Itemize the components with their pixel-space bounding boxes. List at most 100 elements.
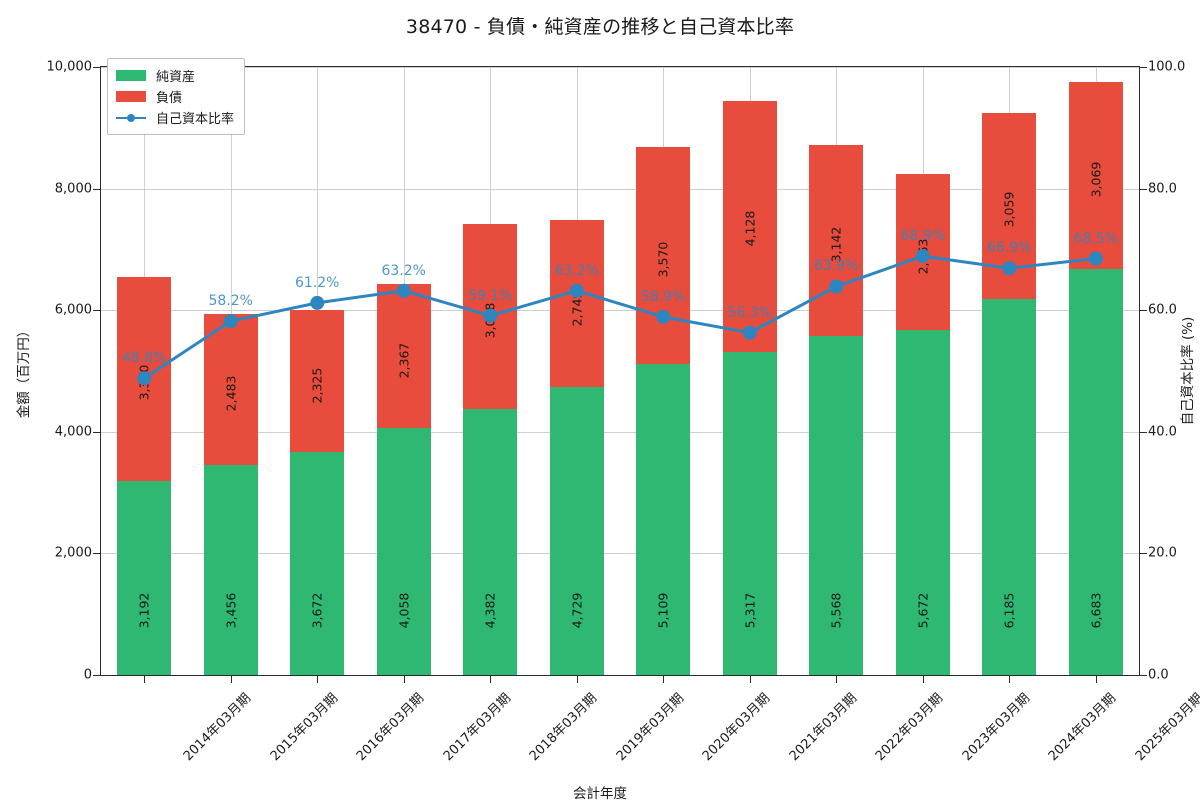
bar-segment-equity[interactable] xyxy=(549,387,604,675)
ratio-value-label: 68.5% xyxy=(1073,230,1118,247)
x-axis-tick-label: 2019年03月期 xyxy=(613,690,687,765)
x-axis-tick-mark xyxy=(577,676,578,683)
ratio-line-marker[interactable] xyxy=(396,283,411,298)
bar-segment-debt[interactable] xyxy=(203,313,258,465)
bar-group[interactable]: 3,456 2,483 xyxy=(203,67,258,675)
bar-segment-equity[interactable] xyxy=(376,428,431,675)
y-axis-left-tick-mark xyxy=(93,431,100,433)
ratio-line-marker[interactable] xyxy=(915,249,930,264)
y-axis-right-tick-mark xyxy=(1140,675,1147,676)
y-axis-right-tick-label: 60.0 xyxy=(1148,302,1177,318)
x-axis-tick-mark xyxy=(144,676,145,683)
bar-segment-debt[interactable] xyxy=(722,100,777,352)
x-axis-tick-mark xyxy=(1009,676,1010,683)
x-axis-tick-mark xyxy=(923,676,924,683)
x-axis-tick-mark xyxy=(1096,676,1097,683)
ratio-value-label: 63.9% xyxy=(814,258,859,275)
y-axis-right-tick-mark xyxy=(1140,67,1147,68)
y-axis-right-tick-label: 80.0 xyxy=(1148,181,1177,197)
bar-segment-debt[interactable] xyxy=(549,220,604,388)
bar-segment-debt[interactable] xyxy=(290,310,345,452)
ratio-value-label: 56.3% xyxy=(727,304,772,321)
bar-segment-equity[interactable] xyxy=(982,298,1037,675)
ratio-line-marker[interactable] xyxy=(310,295,325,310)
ratio-line-marker[interactable] xyxy=(742,325,757,340)
x-axis-tick-label: 2023年03月期 xyxy=(959,690,1033,765)
bar-segment-debt[interactable] xyxy=(809,145,864,337)
bar-segment-equity[interactable] xyxy=(809,336,864,675)
bar-segment-debt[interactable] xyxy=(376,284,431,429)
ratio-value-label: 58.9% xyxy=(641,288,686,305)
x-axis-tick-label: 2020年03月期 xyxy=(700,690,774,765)
y-axis-left-tick-mark xyxy=(93,553,100,555)
ratio-line-marker[interactable] xyxy=(829,279,844,294)
bar-segment-equity[interactable] xyxy=(463,408,518,675)
x-axis-tick-mark xyxy=(750,676,751,683)
x-axis-tick-label: 2017年03月期 xyxy=(440,690,514,765)
x-axis-label: 会計年度 xyxy=(573,786,627,802)
ratio-value-label: 66.9% xyxy=(987,240,1032,257)
bar-group[interactable]: 4,729 2,749 xyxy=(549,67,604,675)
x-axis-tick-mark xyxy=(231,676,232,683)
x-axis-tick-label: 2018年03月期 xyxy=(527,690,601,765)
bar-group[interactable]: 5,568 3,142 xyxy=(809,67,864,675)
bar-group[interactable]: 5,317 4,128 xyxy=(722,67,777,675)
bar-segment-equity[interactable] xyxy=(203,464,258,675)
legend-swatch-equity xyxy=(116,70,146,81)
y-axis-right-tick-mark xyxy=(1140,188,1147,190)
ratio-line-marker[interactable] xyxy=(483,308,498,323)
legend-item-debt[interactable]: 負債 xyxy=(116,86,234,107)
legend-swatch-debt xyxy=(116,91,146,102)
ratio-labels-layer: 48.8% 58.2% 61.2% 63.2% 59.1% 63.2% 58.9% 56.3%… xyxy=(101,67,1139,675)
y-axis-left-tick-label: 6,000 xyxy=(54,302,92,318)
x-axis-tick-label: 2016年03月期 xyxy=(354,690,428,765)
gridline-horizontal xyxy=(101,431,1139,433)
bar-group[interactable]: 6,683 3,069 xyxy=(1068,67,1123,675)
bar-segment-equity[interactable] xyxy=(1068,268,1123,675)
y-axis-left-tick-label: 8,000 xyxy=(54,181,92,197)
gridline-horizontal xyxy=(101,310,1139,312)
y-axis-left-tick-label: 0 xyxy=(83,667,92,683)
y-axis-right-tick-label: 100.0 xyxy=(1148,59,1186,75)
ratio-line-marker[interactable] xyxy=(1088,251,1103,266)
bar-group[interactable]: 4,3823,038 xyxy=(463,67,518,675)
bar-segment-equity[interactable] xyxy=(895,330,950,675)
x-axis-tick-label: 2021年03月期 xyxy=(786,690,860,765)
ratio-line-marker[interactable] xyxy=(656,309,671,324)
gridline-horizontal xyxy=(101,188,1139,190)
ratio-line-marker[interactable] xyxy=(569,283,584,298)
bar-segment-debt[interactable] xyxy=(1068,82,1123,269)
legend-line-marker-icon xyxy=(116,112,146,123)
bar-group[interactable]: 5,109 3,570 xyxy=(636,67,691,675)
y-axis-left-tick-mark xyxy=(93,310,100,312)
bar-segment-equity[interactable] xyxy=(722,351,777,675)
legend-label-debt: 負債 xyxy=(156,91,183,106)
bar-segment-equity[interactable] xyxy=(290,451,345,675)
ratio-line-marker[interactable] xyxy=(1002,261,1017,276)
ratio-line-svg xyxy=(137,249,1103,386)
y-axis-right-tick-label: 20.0 xyxy=(1148,545,1177,561)
y-axis-right-tick-label: 0.0 xyxy=(1148,667,1169,683)
bar-segment-debt[interactable] xyxy=(636,147,691,365)
bar-group[interactable]: 3,672 2,325 xyxy=(290,67,345,675)
bar-segment-equity[interactable] xyxy=(117,480,172,675)
plot-area: 3,1923,3503,4562,4833,6722,3254,0582,367… xyxy=(100,66,1140,676)
legend-item-equity[interactable]: 純資産 xyxy=(116,65,234,86)
ratio-value-label: 59.1% xyxy=(468,287,513,304)
ratio-line-marker[interactable] xyxy=(137,371,152,386)
y-axis-left-tick-label: 10,000 xyxy=(46,59,93,75)
y-axis-left-tick-mark xyxy=(93,67,100,68)
x-axis-tick-mark xyxy=(836,676,837,683)
y-axis-left-tick-mark xyxy=(93,188,100,190)
y-axis-left-tick-mark xyxy=(93,675,100,676)
legend-item-equity-ratio[interactable]: 自己資本比率 xyxy=(116,107,234,128)
ratio-line-marker[interactable] xyxy=(223,314,238,329)
x-axis-tick-label: 2022年03月期 xyxy=(873,690,947,765)
bar-group[interactable]: 6,185 3,059 xyxy=(982,67,1037,675)
bar-segment-equity[interactable] xyxy=(636,364,691,675)
ratio-value-label: 63.2% xyxy=(554,262,599,279)
ratio-line-layer xyxy=(101,67,1139,675)
y-axis-label-right: 自己資本比率 (%) xyxy=(1180,316,1196,426)
bar-group[interactable]: 4,058 2,367 xyxy=(376,67,431,675)
